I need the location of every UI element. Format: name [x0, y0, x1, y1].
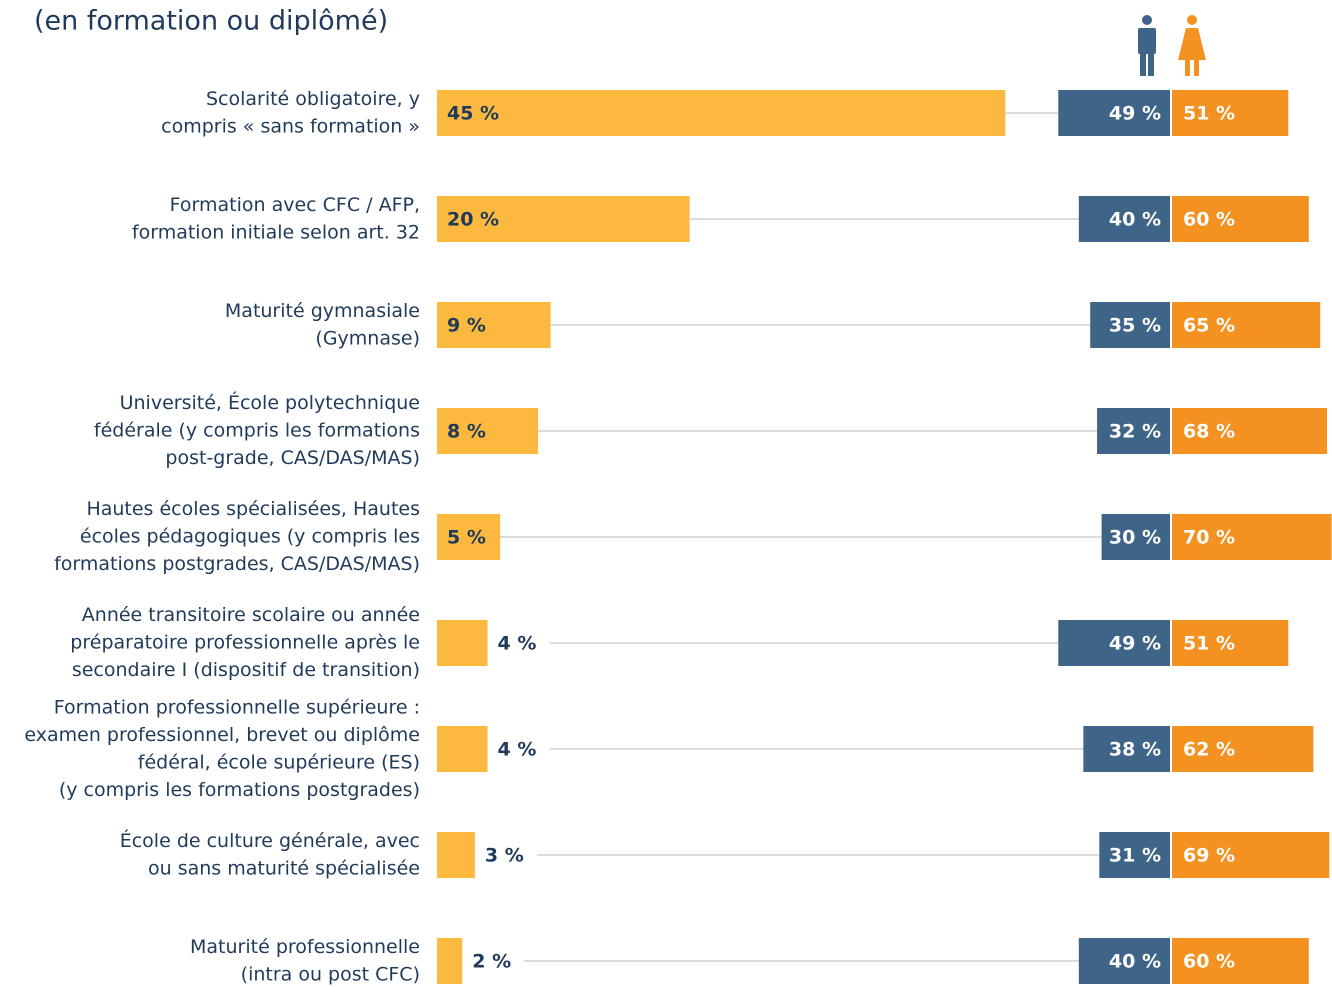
bar — [437, 832, 475, 878]
category-label: (Gymnase) — [315, 327, 420, 349]
category-label: secondaire I (dispositif de transition) — [72, 659, 420, 681]
category-label: compris « sans formation » — [161, 115, 420, 137]
male-label: 40 % — [1109, 951, 1161, 973]
female-label: 51 % — [1183, 103, 1235, 125]
male-label: 32 % — [1109, 421, 1161, 443]
bar — [437, 302, 551, 348]
category-label: post-grade, CAS/DAS/MAS) — [165, 447, 420, 469]
category-label: fédérale (y compris les formations — [94, 420, 420, 442]
female-icon — [1178, 15, 1206, 76]
bar — [437, 196, 690, 242]
category-label: Année transitoire scolaire ou année — [82, 604, 420, 626]
female-bar — [1172, 832, 1330, 878]
male-label: 31 % — [1109, 845, 1161, 867]
female-label: 60 % — [1183, 209, 1235, 231]
male-label: 38 % — [1109, 739, 1161, 761]
category-label: Université, École polytechnique — [120, 391, 420, 414]
value-label: 5 % — [447, 527, 486, 549]
value-label: 2 % — [472, 951, 511, 973]
bar — [437, 620, 488, 666]
female-bar — [1172, 302, 1321, 348]
female-bar — [1172, 514, 1332, 560]
category-label: écoles pédagogiques (y compris les — [80, 526, 420, 548]
value-label: 8 % — [447, 421, 486, 443]
category-label: Scolarité obligatoire, y — [206, 88, 420, 110]
category-label: Formation avec CFC / AFP, — [170, 194, 420, 216]
category-label: ou sans maturité spécialisée — [148, 857, 420, 879]
bar — [437, 90, 1006, 136]
male-label: 49 % — [1109, 633, 1161, 655]
female-label: 60 % — [1183, 951, 1235, 973]
male-label: 35 % — [1109, 315, 1161, 337]
male-label: 40 % — [1109, 209, 1161, 231]
female-label: 62 % — [1183, 739, 1235, 761]
male-bar — [1078, 196, 1170, 242]
category-label: Hautes écoles spécialisées, Hautes — [86, 498, 420, 520]
male-bar — [1101, 514, 1170, 560]
category-label: Maturité gymnasiale — [225, 300, 420, 322]
bar — [437, 938, 463, 984]
bar — [437, 514, 501, 560]
category-label: (intra ou post CFC) — [241, 963, 420, 985]
value-label: 4 % — [498, 739, 537, 761]
value-label: 45 % — [447, 103, 499, 125]
male-label: 49 % — [1109, 103, 1161, 125]
category-label: examen professionnel, brevet ou diplôme — [24, 724, 420, 746]
category-label: Maturité professionnelle — [190, 936, 420, 958]
female-label: 51 % — [1183, 633, 1235, 655]
value-label: 4 % — [498, 633, 537, 655]
male-icon — [1138, 15, 1156, 76]
category-label: (y compris les formations postgrades) — [59, 779, 420, 801]
category-label: fédéral, école supérieure (ES) — [138, 751, 420, 773]
female-label: 70 % — [1183, 527, 1235, 549]
female-bar — [1172, 408, 1328, 454]
male-bar — [1058, 620, 1170, 666]
value-label: 20 % — [447, 209, 499, 231]
category-label: formations postgrades, CAS/DAS/MAS) — [54, 553, 420, 575]
category-label: formation initiale selon art. 32 — [132, 221, 420, 243]
male-bar — [1083, 726, 1170, 772]
chart-subtitle: (en formation ou diplômé) — [34, 6, 388, 37]
female-label: 68 % — [1183, 421, 1235, 443]
female-bar — [1172, 196, 1309, 242]
category-label: École de culture générale, avec — [120, 829, 420, 852]
category-label: préparatoire professionnelle après le — [70, 632, 420, 654]
female-label: 65 % — [1183, 315, 1235, 337]
bar — [437, 726, 488, 772]
bar — [437, 408, 539, 454]
female-label: 69 % — [1183, 845, 1235, 867]
male-bar — [1099, 832, 1170, 878]
female-bar — [1172, 620, 1289, 666]
value-label: 9 % — [447, 315, 486, 337]
category-label: Formation professionnelle supérieure : — [54, 696, 420, 718]
male-bar — [1090, 302, 1170, 348]
female-bar — [1172, 90, 1289, 136]
female-bar — [1172, 726, 1314, 772]
female-bar — [1172, 938, 1309, 984]
value-label: 3 % — [485, 845, 524, 867]
male-bar — [1058, 90, 1170, 136]
male-bar — [1097, 408, 1170, 454]
male-bar — [1078, 938, 1170, 984]
male-label: 30 % — [1109, 527, 1161, 549]
